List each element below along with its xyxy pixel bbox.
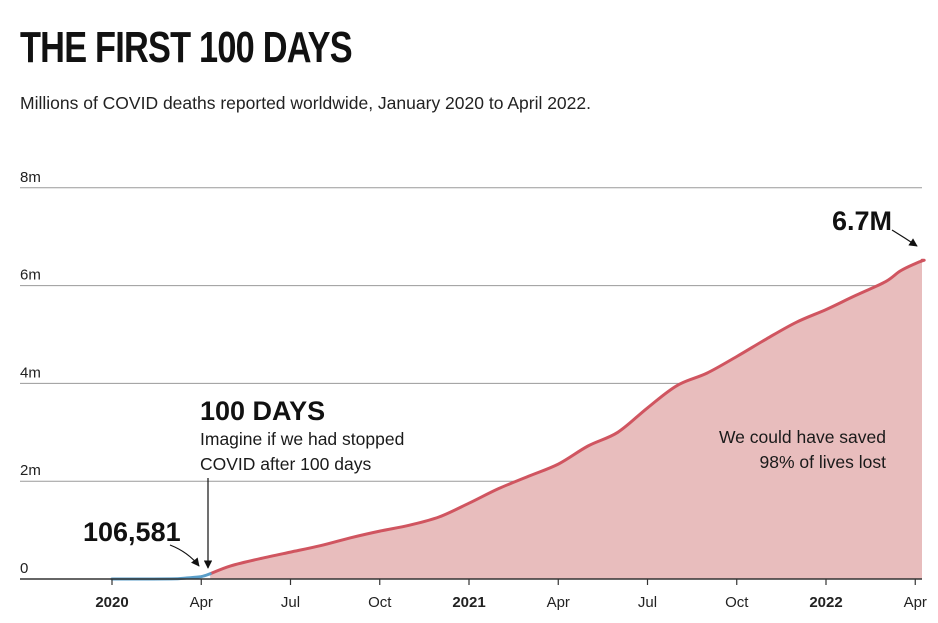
y-tick-label: 2m: [20, 462, 41, 479]
chart-title: THE FIRST 100 DAYS: [20, 23, 353, 72]
first-100-days-line: [110, 572, 212, 581]
annotation-deaths-at-100-days-arrow: [169, 544, 200, 567]
x-axis-labels: 2020 Apr Jul Oct 2021 Apr Jul Oct 2022 Apr: [95, 594, 927, 611]
y-axis-labels: 0 2m 4m 6m 8m: [20, 169, 41, 577]
annotation-total-deaths: 6.7M: [832, 206, 892, 236]
annotation-total-deaths-arrow: [891, 229, 918, 247]
deaths-line: [208, 258, 926, 576]
deaths-area: [210, 260, 925, 579]
chart-subtitle: Millions of COVID deaths reported worldw…: [20, 93, 591, 113]
annotation-100-days-title: 100 DAYS: [200, 396, 325, 426]
y-tick-label: 4m: [20, 364, 41, 381]
y-tick-label: 8m: [20, 169, 41, 186]
annotation-100-days-line2: COVID after 100 days: [200, 454, 371, 474]
y-tick-label: 6m: [20, 267, 41, 284]
x-tick-label: 2022: [809, 594, 842, 611]
y-tick-label: 0: [20, 560, 28, 577]
x-tick-label: Oct: [368, 594, 392, 611]
x-tick-label: 2021: [452, 594, 485, 611]
x-tick-label: 2020: [95, 594, 128, 611]
x-tick-label: Jul: [638, 594, 657, 611]
x-tick-label: Apr: [190, 594, 213, 611]
x-tick-label: Jul: [281, 594, 300, 611]
annotation-saved-line1: We could have saved: [719, 427, 886, 447]
x-tick-label: Apr: [547, 594, 570, 611]
annotation-saved-line2: 98% of lives lost: [760, 452, 887, 472]
annotation-100-days-line1: Imagine if we had stopped: [200, 429, 404, 449]
x-tick-label: Apr: [904, 594, 927, 611]
x-axis-ticks: [111, 579, 916, 585]
annotation-deaths-at-100-days: 106,581: [83, 517, 181, 547]
x-tick-label: Oct: [725, 594, 749, 611]
